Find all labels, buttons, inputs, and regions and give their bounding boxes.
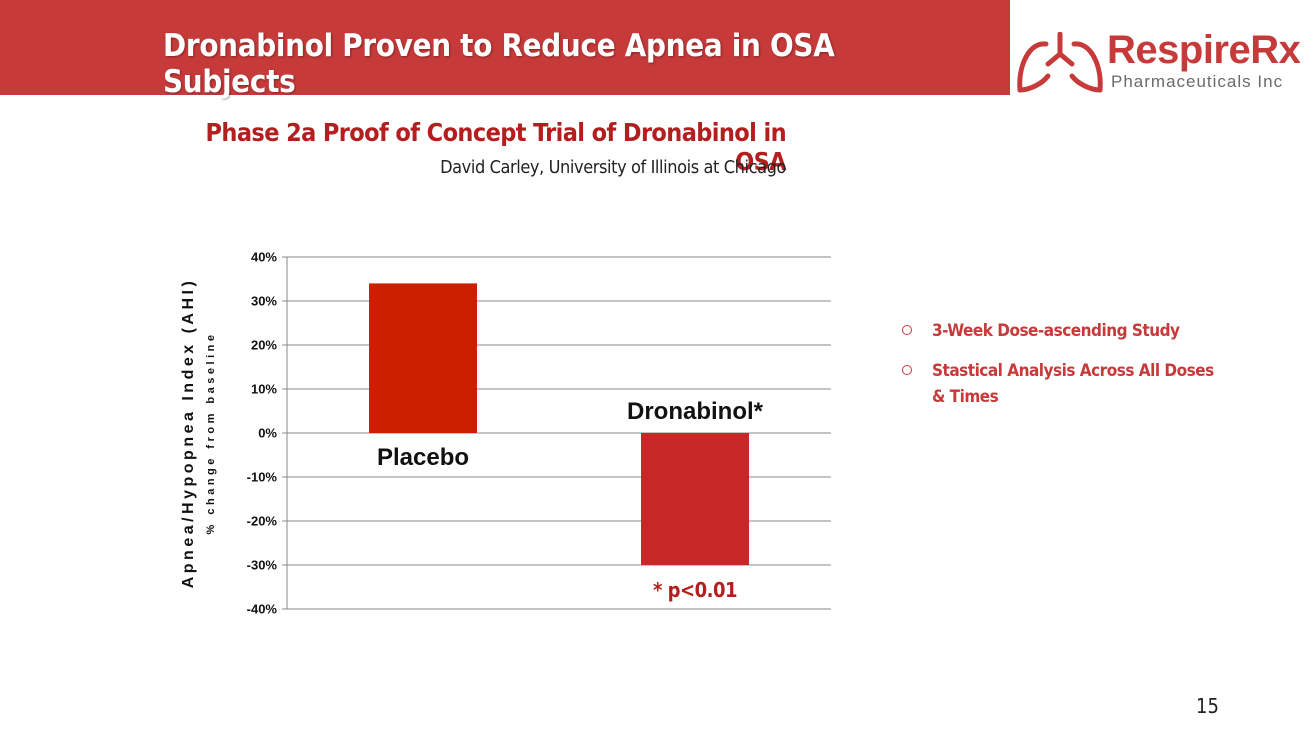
category-label: Dronabinol* [627,398,764,425]
ytick-label: 0% [258,426,277,441]
significance-annotation: * p<0.01 [653,578,737,602]
ytick-label: 10% [251,382,277,397]
page-number: 15 [1196,694,1219,718]
ytick-label: -30% [247,558,278,573]
logo-name: RespireRx [1107,28,1301,72]
y-axis-subtitle: % change from baseline [205,332,217,535]
bullet-item: Stastical Analysis Across All Doses & Ti… [900,358,1230,410]
slide-title: Dronabinol Proven to Reduce Apnea in OSA… [163,28,835,100]
byline: David Carley, University of Illinois at … [440,157,786,178]
bar-dronabinol [641,433,749,565]
bullet-text: 3-Week Dose-ascending Study [932,321,1180,341]
ytick-label: 20% [251,338,277,353]
bullet-list: 3-Week Dose-ascending Study Stastical An… [900,318,1230,424]
chart-labels: Placebo Dronabinol* * p<0.01 Apnea/Hypopnea… [180,278,764,602]
ahi-bar-chart: 40% 30% 20% 10% 0% -10% -20% -30% -40% Placebo Dr… [180,250,831,617]
category-label: Placebo [377,444,469,471]
bullet-text: Stastical Analysis Across All Doses & Ti… [932,361,1214,407]
bullet-circle-icon [902,325,912,335]
bar-placebo [369,283,477,433]
ytick-label: 30% [251,294,277,309]
logo-subtitle: Pharmaceuticals Inc [1111,72,1284,91]
subtitle: Phase 2a Proof of Concept Trial of Drona… [205,118,787,176]
ytick-label: -20% [247,514,278,529]
lungs-icon [1017,32,1103,93]
bullet-item: 3-Week Dose-ascending Study [900,318,1230,344]
header-bar [0,0,1010,95]
ytick-label: -10% [247,470,278,485]
ytick-label: -40% [247,602,278,617]
ytick-label: 40% [251,250,277,265]
company-logo: RespireRx Pharmaceuticals Inc [1015,28,1311,98]
bullet-circle-icon [902,365,912,375]
chart-bars [369,283,749,565]
y-axis-title: Apnea/Hypopnea Index (AHI) [180,278,197,589]
chart-yticks: 40% 30% 20% 10% 0% -10% -20% -30% -40% [247,250,278,617]
